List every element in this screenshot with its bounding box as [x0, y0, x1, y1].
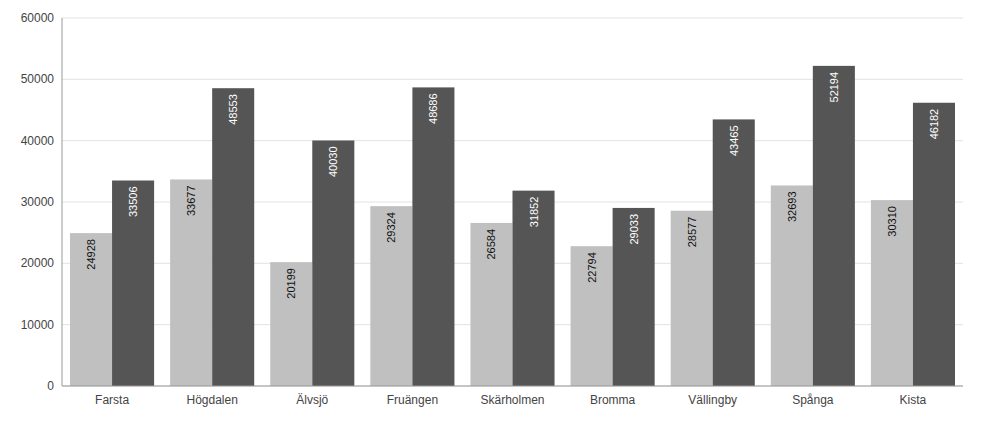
data-label: 29324: [385, 212, 397, 243]
bar: [112, 180, 154, 386]
chart-container: 0 10000 20000 30000 40000 50000 60000 24928 3367…: [0, 0, 983, 426]
x-tick-label: Älvsjö: [296, 393, 328, 407]
data-label: 30310: [886, 206, 898, 237]
bar: [470, 223, 512, 386]
bar: [871, 200, 913, 386]
x-tick-label: Vällingby: [688, 393, 737, 407]
y-tick-label: 30000: [21, 195, 55, 209]
bar: [312, 140, 354, 386]
bar: [771, 185, 813, 386]
bar: [513, 191, 555, 386]
y-tick-label: 50000: [21, 72, 55, 86]
data-label: 32693: [786, 191, 798, 222]
bar: [813, 66, 855, 386]
x-tick-label: Spånga: [792, 393, 834, 407]
bar: [613, 208, 655, 386]
bar: [212, 88, 254, 386]
grid-line: [62, 18, 963, 19]
y-tick-label: 10000: [21, 318, 55, 332]
x-tick-label: Skärholmen: [480, 393, 544, 407]
y-tick-label: 0: [47, 379, 54, 393]
bar: [913, 103, 955, 386]
data-label: 22794: [586, 252, 598, 283]
bar: [571, 246, 613, 386]
x-tick-label: Högdalen: [186, 393, 237, 407]
data-label: 31852: [528, 197, 540, 228]
x-tick-label: Fruängen: [387, 393, 438, 407]
data-label: 29033: [628, 214, 640, 245]
y-tick-label: 60000: [21, 11, 55, 25]
bar: [70, 233, 112, 386]
data-label: 28577: [686, 217, 698, 248]
y-tick-label: 20000: [21, 256, 55, 270]
bar: [671, 211, 713, 386]
data-label: 33677: [185, 185, 197, 216]
bar: [170, 179, 212, 386]
data-label: 43465: [728, 125, 740, 156]
bar: [370, 206, 412, 386]
data-label: 20199: [285, 268, 297, 299]
x-tick-label: Farsta: [95, 393, 129, 407]
bar: [412, 87, 454, 386]
x-tick-label: Kista: [900, 393, 927, 407]
data-label: 52194: [828, 72, 840, 103]
x-axis-line: [62, 386, 963, 387]
data-label: 46182: [928, 109, 940, 140]
y-tick-label: 40000: [21, 134, 55, 148]
chart-svg: 0 10000 20000 30000 40000 50000 60000 24928 3367…: [0, 0, 983, 426]
y-axis-line: [62, 18, 63, 386]
grid-line: [62, 386, 963, 387]
data-label: 24928: [85, 239, 97, 270]
data-label: 26584: [485, 229, 497, 260]
bar: [270, 262, 312, 386]
x-axis: Farsta Högdalen Älvsjö Fruängen Skärholmen Br…: [95, 393, 927, 407]
grid: [62, 18, 963, 386]
bars: [70, 66, 955, 386]
x-tick-label: Bromma: [590, 393, 636, 407]
data-label: 33506: [127, 186, 139, 217]
y-axis: 0 10000 20000 30000 40000 50000 60000: [21, 11, 55, 393]
data-label: 48553: [227, 94, 239, 125]
data-labels: 24928 33677 20199 29324 26584 22794 28577 32693…: [85, 72, 940, 299]
data-label: 48686: [427, 93, 439, 124]
bar: [713, 119, 755, 386]
data-label: 40030: [327, 146, 339, 177]
